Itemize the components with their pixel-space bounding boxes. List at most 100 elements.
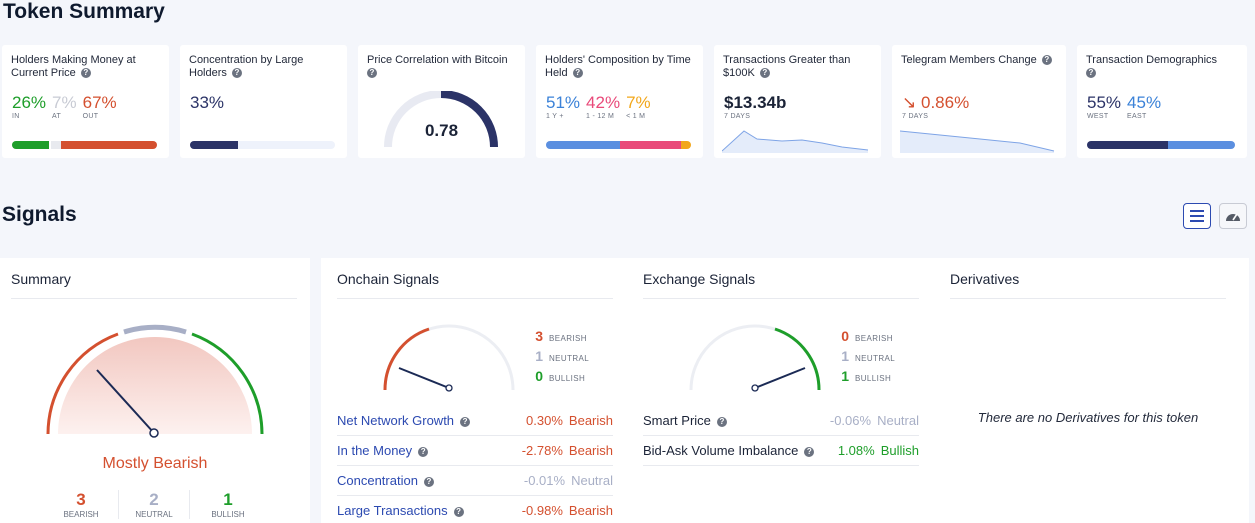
signal-name-wrap: Smart Price? xyxy=(643,413,830,428)
concentration-card: Concentration by Large Holders ? 33% xyxy=(180,45,347,158)
gauge-track xyxy=(689,324,821,391)
card-title: Concentration by Large Holders ? xyxy=(189,54,337,80)
list-view-button[interactable] xyxy=(1183,203,1211,229)
gauge-neutral-arc xyxy=(123,324,187,335)
telegram-period: 7 DAYS xyxy=(902,113,929,120)
long-term-value: 51% xyxy=(546,93,581,112)
card-title-text: Concentration by Large Holders xyxy=(189,54,304,79)
signal-row: Smart Price? -0.06% Neutral xyxy=(643,406,919,436)
help-icon[interactable]: ? xyxy=(572,68,583,79)
west-value: 55% xyxy=(1087,93,1122,112)
signal-value: 0.30% xyxy=(526,413,563,428)
signal-value: 1.08% xyxy=(837,443,875,458)
divider xyxy=(643,298,919,299)
telegram-value-wrap: ↘ 0.86% xyxy=(902,93,969,113)
bar-segment-fill xyxy=(190,141,238,149)
signal-row: Net Network Growth? 0.30% Bearish xyxy=(337,406,613,436)
summary-verdict: Mostly Bearish xyxy=(102,455,208,472)
help-icon[interactable]: ? xyxy=(80,68,91,79)
sparkline-line xyxy=(900,130,1055,152)
signal-name-link[interactable]: Concentration xyxy=(337,473,418,488)
signal-verdict: Bearish xyxy=(568,503,613,518)
gauge-view-icon xyxy=(1226,213,1240,221)
signal-verdict: Bearish xyxy=(568,443,613,458)
signal-name-link[interactable]: Bid-Ask Volume Imbalance xyxy=(643,443,799,458)
transactions-card: Transactions Greater than $100K ? $13.34… xyxy=(714,45,881,158)
signal-name-link[interactable]: Net Network Growth xyxy=(337,413,455,428)
holders-composition-bar xyxy=(546,141,691,149)
signal-name-link[interactable]: Large Transactions xyxy=(337,503,448,518)
card-title: Price Correlation with Bitcoin? xyxy=(367,54,515,80)
gauge-view-button[interactable] xyxy=(1219,203,1247,229)
west-label: WEST xyxy=(1087,113,1109,120)
help-icon[interactable]: ? xyxy=(423,476,434,487)
in-value: 26% xyxy=(12,93,47,112)
neutral-label: NEUTRAL xyxy=(135,510,173,519)
gauge-bullish-arc xyxy=(774,327,821,391)
gauge-fill xyxy=(440,91,498,148)
signal-value: -0.06% xyxy=(829,413,872,428)
short-term-label: < 1 M xyxy=(626,113,646,120)
gauge-fill-area xyxy=(58,337,252,434)
help-icon[interactable]: ? xyxy=(804,446,815,457)
onchain-gauge xyxy=(383,324,515,392)
bullish-label: BULLISH xyxy=(549,374,586,383)
card-title-text: Holders' Composition by Time Held xyxy=(545,54,691,79)
signal-name-wrap: Large Transactions? xyxy=(337,503,522,518)
derivatives-title: Derivatives xyxy=(950,271,1020,287)
gauge-pivot xyxy=(149,428,159,438)
signal-name-link[interactable]: In the Money xyxy=(337,443,413,458)
gauge-needle xyxy=(96,369,155,434)
signal-name-wrap: In the Money? xyxy=(337,443,522,458)
gauge-bearish-arc xyxy=(383,327,430,391)
mid-term-value: 42% xyxy=(586,93,621,112)
gauge-needle xyxy=(398,367,450,389)
bearish-count: 3 xyxy=(535,328,543,344)
gauge-needle xyxy=(754,367,806,389)
concentration-value: 33% xyxy=(190,93,225,112)
exchange-title: Exchange Signals xyxy=(643,271,756,287)
help-icon[interactable]: ? xyxy=(453,506,464,517)
gauge-bearish-arc xyxy=(46,332,119,435)
card-title: Telegram Members Change ? xyxy=(901,54,1056,67)
help-icon[interactable]: ? xyxy=(231,68,242,79)
sparkline-line xyxy=(722,130,869,152)
help-icon[interactable]: ? xyxy=(1041,55,1052,66)
divider xyxy=(337,298,613,299)
arrow-down-right-icon: ↘ xyxy=(902,93,917,112)
bar-segment-in xyxy=(12,141,50,149)
card-title-text: Transactions Greater than $100K xyxy=(723,54,851,79)
out-value: 67% xyxy=(82,93,117,112)
bearish-label: BEARISH xyxy=(855,334,893,343)
bar-segment-mid xyxy=(619,141,681,149)
signal-row: Concentration? -0.01% Neutral xyxy=(337,466,613,496)
help-icon[interactable]: ? xyxy=(716,416,727,427)
summary-gauge xyxy=(46,324,264,438)
out-label: OUT xyxy=(82,113,99,120)
telegram-value: 0.86% xyxy=(920,93,970,112)
bar-segment-east xyxy=(1168,141,1235,149)
help-icon[interactable]: ? xyxy=(418,446,429,457)
help-icon[interactable]: ? xyxy=(367,68,377,79)
card-title-text: Price Correlation with Bitcoin xyxy=(367,54,508,66)
card-title-text: Holders Making Money at Current Price xyxy=(11,54,136,79)
card-title: Transactions Greater than $100K ? xyxy=(723,54,871,80)
demographics-card: Transaction Demographics? 55% WEST 45% EAS… xyxy=(1077,45,1247,158)
signal-value: -0.01% xyxy=(523,473,566,488)
signal-name-link[interactable]: Smart Price xyxy=(643,413,711,428)
bar-segment-short xyxy=(680,141,691,149)
summary-neutral: 2 NEUTRAL xyxy=(118,490,190,519)
help-icon[interactable]: ? xyxy=(460,416,471,427)
card-title: Transaction Demographics? xyxy=(1086,54,1237,80)
neutral-count: 2 xyxy=(149,490,159,509)
neutral-count: 1 xyxy=(841,348,849,364)
summary-bullish: 1 BULLISH xyxy=(192,490,264,519)
summary-title: Summary xyxy=(11,271,71,287)
help-icon[interactable]: ? xyxy=(759,68,770,79)
help-icon[interactable]: ? xyxy=(1086,68,1096,79)
mid-term-label: 1 - 12 M xyxy=(586,113,615,120)
exchange-signals: Exchange Signals 0 BEARISH 1 NEUTRAL 1 BULL… xyxy=(643,258,919,523)
concentration-bar xyxy=(190,141,335,149)
bar-segment-long xyxy=(546,141,620,149)
at-label: AT xyxy=(52,113,62,120)
